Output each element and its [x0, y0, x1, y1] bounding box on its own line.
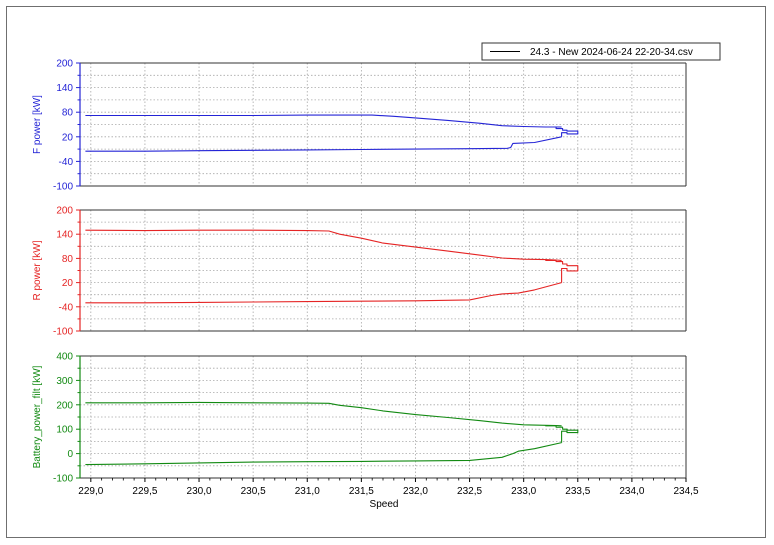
x-tick-label: 231,0 [295, 486, 320, 497]
series-line [85, 136, 562, 152]
series-line [85, 401, 562, 427]
panel-f-power: -100 -40 20 80 140 200 F power [kW] [32, 59, 687, 193]
y-tick-label: -40 [59, 302, 74, 313]
legend: 24.3 - New 2024-06-24 22-20-34.csv [481, 42, 721, 61]
y-axis-label: R power [kW] [32, 240, 43, 300]
y-tick-label: -100 [53, 182, 73, 193]
y-axis-label: F power [kW] [32, 95, 43, 154]
series-line [85, 229, 562, 261]
y-tick-label: 140 [56, 230, 73, 241]
panel-r-power: -100 -40 20 80 140 200 R power [kW] [32, 206, 687, 338]
x-tick-label: 234,0 [619, 486, 644, 497]
x-tick-label: 231,5 [349, 486, 374, 497]
y-tick-label: 200 [56, 206, 73, 217]
y-tick-label: 0 [67, 449, 73, 460]
y-tick-label: 20 [62, 132, 74, 143]
x-tick-label: 233,5 [565, 486, 590, 497]
x-tick-label: 232,5 [457, 486, 482, 497]
y-tick-label: 200 [56, 59, 73, 70]
y-tick-label: -100 [53, 474, 73, 485]
series-line [545, 126, 579, 137]
x-tick-label: 229,0 [78, 486, 103, 497]
series-line [545, 425, 579, 443]
series-line [545, 259, 579, 283]
x-tick-label: 229,5 [132, 486, 157, 497]
y-tick-label: 300 [56, 376, 73, 387]
x-axis-label: Speed [370, 499, 399, 510]
series-line [85, 282, 562, 304]
y-tick-label: -100 [53, 327, 73, 338]
y-tick-label: 80 [62, 108, 74, 119]
y-tick-label: 400 [56, 352, 73, 363]
x-tick-label: 230,0 [187, 486, 212, 497]
series-line [85, 442, 562, 466]
y-tick-label: 200 [56, 400, 73, 411]
y-tick-label: 20 [62, 278, 74, 289]
y-tick-label: 140 [56, 83, 73, 94]
y-tick-label: -40 [59, 157, 74, 168]
x-tick-label: 234,5 [673, 486, 698, 497]
panel-battery-power: -100 0 100 200 300 400 Battery_power_filt [kW] [32, 352, 687, 485]
y-tick-label: 100 [56, 425, 73, 436]
x-tick-label: 233,0 [511, 486, 536, 497]
x-tick-label: 230,5 [241, 486, 266, 497]
y-axis-label: Battery_power_filt [kW] [32, 365, 43, 468]
y-tick-label: 80 [62, 254, 74, 265]
x-tick-label: 232,0 [403, 486, 428, 497]
legend-label: 24.3 - New 2024-06-24 22-20-34.csv [530, 47, 693, 58]
